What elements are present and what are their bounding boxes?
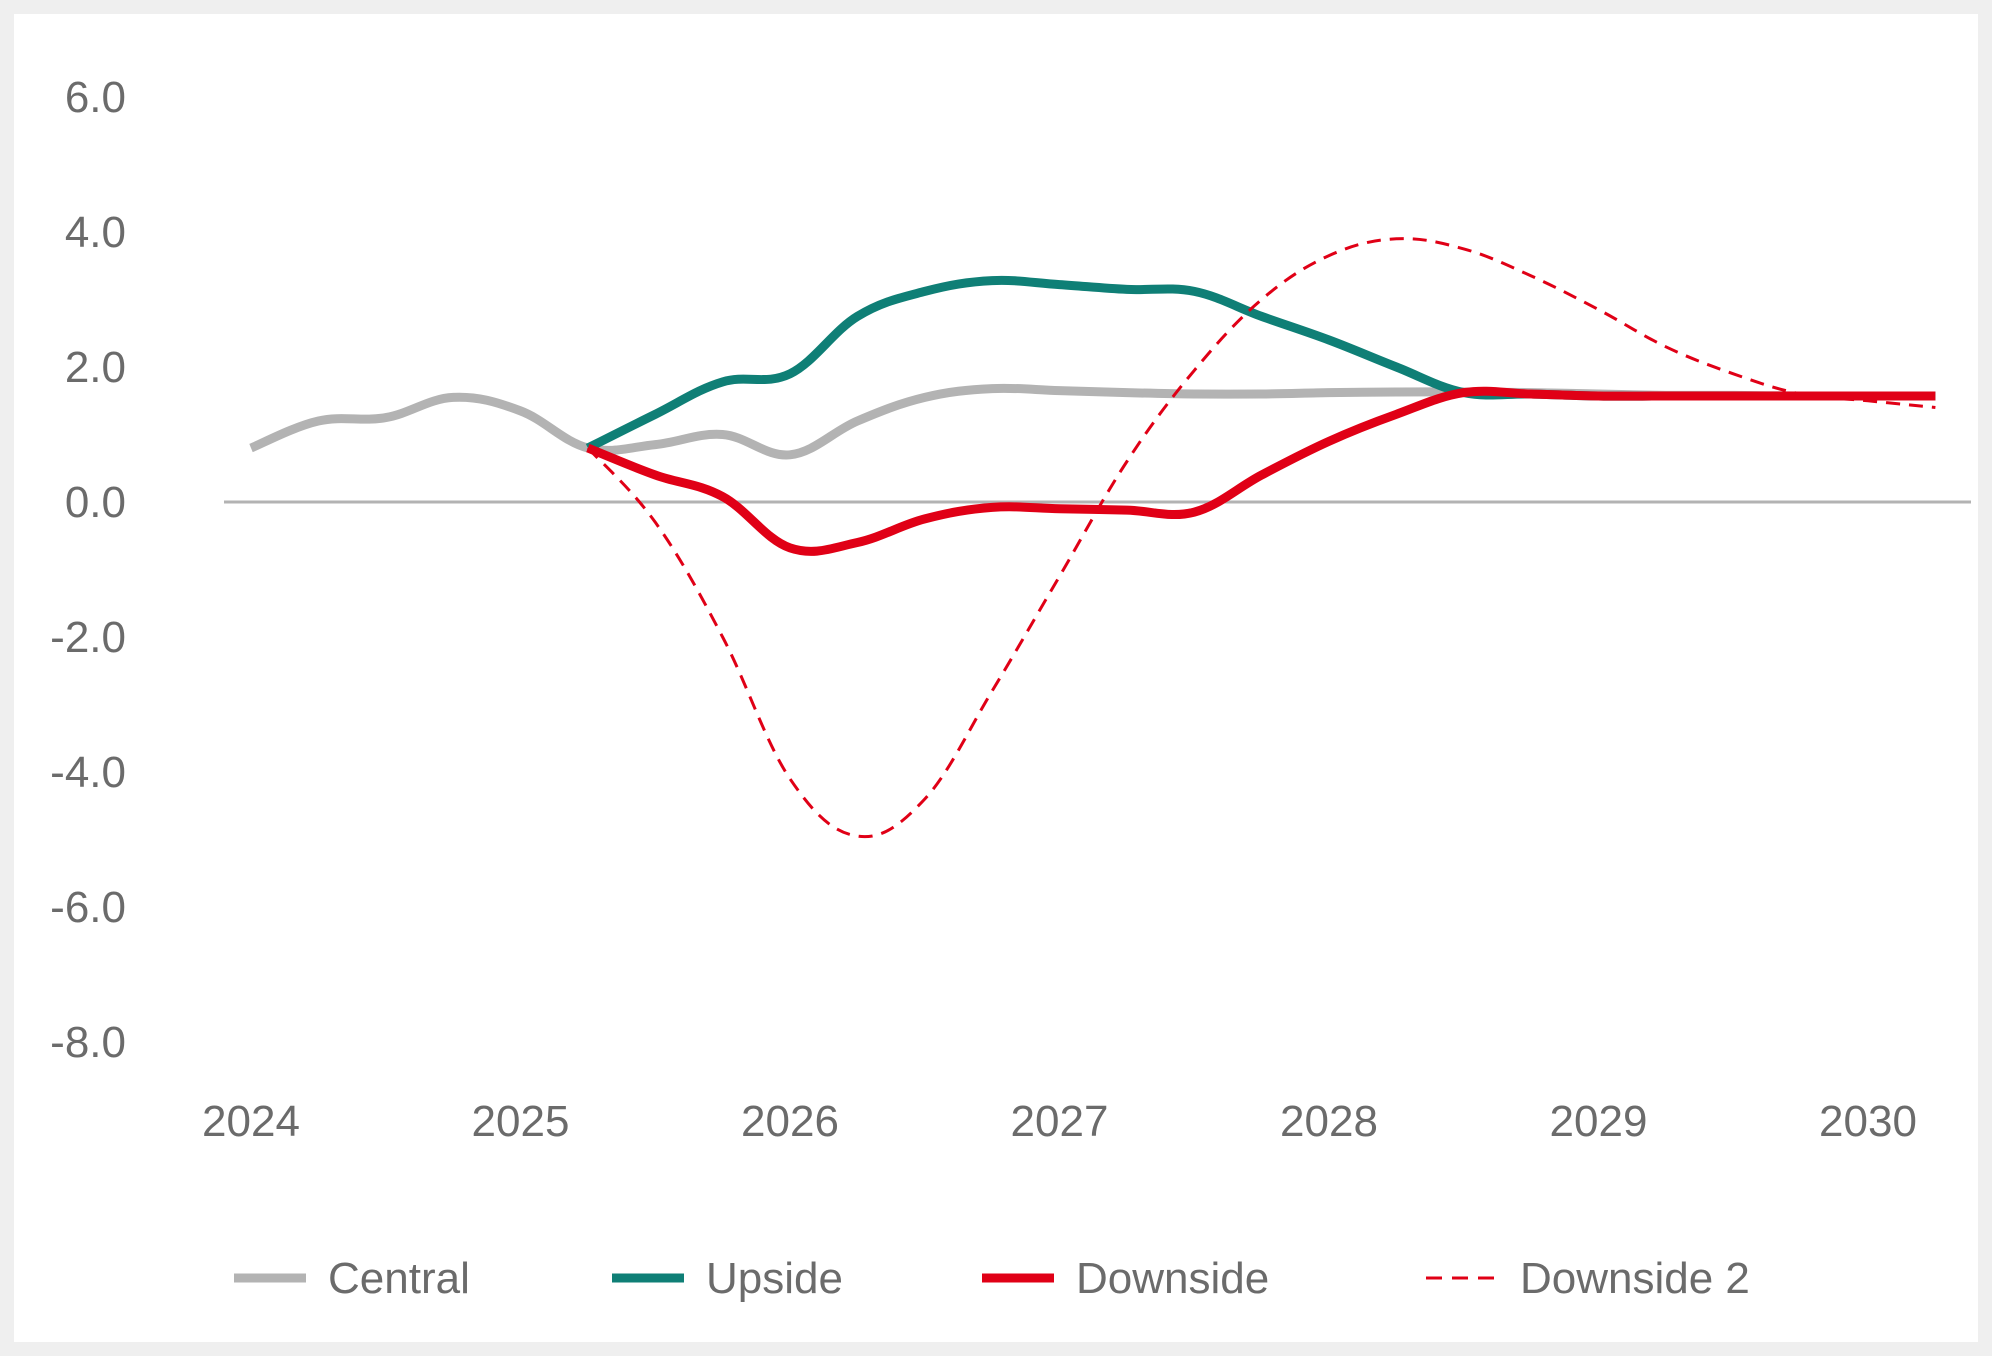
x-tick-label: 2026	[741, 1097, 839, 1146]
y-tick-label: -6.0	[50, 883, 126, 932]
x-tick-label: 2025	[472, 1097, 570, 1146]
y-tick-label: 4.0	[65, 208, 126, 257]
legend-label-central: Central	[328, 1254, 470, 1303]
y-tick-label: -8.0	[50, 1018, 126, 1067]
legend-label-upside: Upside	[706, 1254, 843, 1303]
y-tick-label: -2.0	[50, 613, 126, 662]
series-layer	[249, 237, 1936, 839]
series-line-downside	[586, 386, 1936, 556]
x-tick-label: 2028	[1280, 1097, 1378, 1146]
x-tick-label: 2024	[202, 1097, 300, 1146]
y-tick-label: -4.0	[50, 748, 126, 797]
y-axis: 6.0 4.0 2.0 0.0 -2.0 -4.0 -6.0 -8.0	[50, 73, 126, 1067]
y-tick-label: 2.0	[65, 343, 126, 392]
legend-label-downside-2: Downside 2	[1520, 1254, 1750, 1303]
series-line-downside-2	[586, 237, 1936, 839]
line-chart: 6.04.02.00.0-2.0-4.0-6.0-8.0 2024 2025 202…	[50, 73, 1971, 1303]
x-axis: 2024 2025 2026 2027 2028 2029 2030	[202, 1097, 1917, 1146]
y-tick-label: 6.0	[65, 73, 126, 122]
series-line-upside	[585, 275, 1936, 453]
x-tick-label: 2030	[1819, 1097, 1917, 1146]
y-tick-label: 0.0	[65, 478, 126, 527]
x-tick-label: 2029	[1550, 1097, 1648, 1146]
x-tick-label: 2027	[1011, 1097, 1109, 1146]
legend: Central Upside Downside Downside 2	[234, 1254, 1750, 1303]
legend-label-downside: Downside	[1076, 1254, 1269, 1303]
